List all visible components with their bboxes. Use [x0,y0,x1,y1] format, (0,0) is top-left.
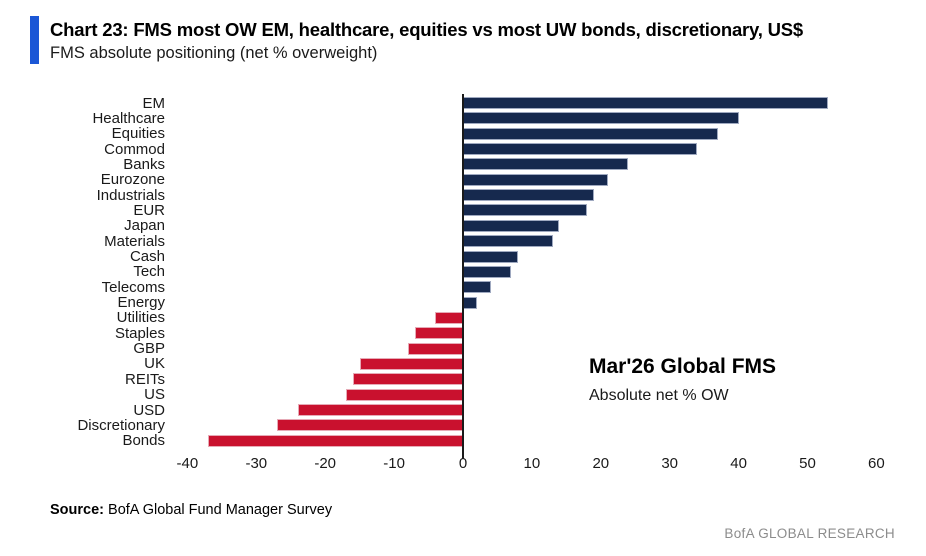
category-label-commod: Commod [104,140,165,158]
category-label-eur: EUR [133,201,165,219]
category-label-materials: Materials [104,232,165,250]
bar-industrials [463,189,594,202]
x-tick-label--20: -20 [314,455,337,472]
header-accent-bar [30,16,39,64]
category-label-telecoms: Telecoms [101,278,165,296]
category-label-tech: Tech [133,263,165,281]
bar-staples [414,327,463,340]
x-tick-label-40: 40 [730,455,747,472]
bar-us [345,388,463,401]
chart-subtitle: FMS absolute positioning (net % overweig… [50,44,378,62]
x-tick-label--40: -40 [176,455,199,472]
bar-bonds [208,434,463,447]
bar-reits [352,373,463,386]
bar-commod [463,143,698,156]
x-tick-label--10: -10 [383,455,405,472]
x-tick-label--30: -30 [245,455,268,472]
bar-materials [463,235,553,248]
bar-telecoms [463,281,491,294]
bar-eurozone [463,173,608,186]
annotation-subtitle: Absolute net % OW [589,387,729,404]
zero-axis-line [462,94,464,460]
bar-em [463,97,829,109]
annotation-title: Mar'26 Global FMS [589,355,777,378]
category-label-us: US [144,386,165,404]
bar-usd [297,404,463,416]
x-tick-label-60: 60 [868,455,885,472]
bar-tech [463,265,512,278]
category-label-equities: Equities [111,125,165,143]
source-label: Source: [50,502,104,518]
category-label-bonds: Bonds [122,432,165,450]
source-note: Source: BofA Global Fund Manager Survey [50,502,332,518]
bar-banks [463,158,629,171]
bar-eur [463,204,588,217]
bar-cash [463,250,519,263]
category-label-utilities: Utilities [116,309,165,327]
x-tick-label-20: 20 [592,455,610,472]
chart-title: Chart 23: FMS most OW EM, healthcare, eq… [50,19,804,40]
category-label-industrials: Industrials [96,186,165,204]
category-label-usd: USD [133,401,165,419]
bar-healthcare [463,112,739,125]
bar-equities [463,127,718,140]
bar-uk [359,357,463,370]
category-label-healthcare: Healthcare [92,109,165,127]
category-label-banks: Banks [123,155,165,173]
bar-japan [463,219,560,232]
x-tick-label-50: 50 [799,455,816,472]
category-label-japan: Japan [124,217,165,235]
category-label-uk: UK [144,355,165,373]
bar-utilities [435,311,463,324]
category-label-staples: Staples [114,324,165,342]
bar-discretionary [276,419,463,432]
category-label-discretionary: Discretionary [77,416,165,434]
x-tick-label-0: 0 [458,455,468,472]
category-label-em: EM [142,94,166,112]
category-label-gbp: GBP [133,340,165,358]
category-label-cash: Cash [129,248,165,265]
category-label-eurozone: Eurozone [100,171,165,189]
source-text: BofA Global Fund Manager Survey [104,502,333,518]
x-tick-label-30: 30 [661,455,679,472]
bar-gbp [407,342,463,355]
brand-watermark: BofA GLOBAL RESEARCH [724,526,895,541]
x-tick-label-10: 10 [523,455,541,472]
category-label-energy: Energy [117,294,165,312]
category-label-reits: REITs [124,370,165,388]
bar-energy [463,296,477,309]
